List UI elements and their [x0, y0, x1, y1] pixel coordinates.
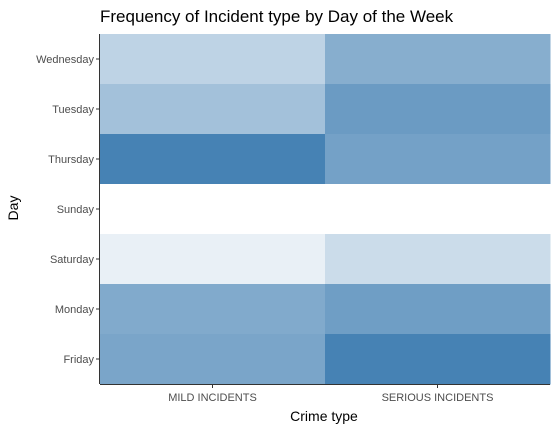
heatmap-cell-saturday-serious-incidents: [325, 234, 551, 285]
heatmap-cell-thursday-serious-incidents: [325, 134, 551, 185]
heatmap-cell-thursday-mild-incidents: [100, 134, 326, 185]
heatmap-cell-sunday-serious-incidents: [325, 184, 551, 235]
x-axis-title: Crime type: [290, 408, 358, 424]
heatmap-cell-friday-serious-incidents: [325, 334, 551, 385]
y-tick-label-thursday: Thursday: [48, 154, 94, 166]
heatmap-cells: [100, 34, 551, 385]
y-tick-label-monday: Monday: [55, 304, 95, 316]
heatmap-cell-tuesday-serious-incidents: [325, 84, 551, 135]
y-tick-label-friday: Friday: [63, 354, 94, 366]
heatmap-cell-wednesday-mild-incidents: [100, 34, 326, 85]
y-axis-title: Day: [5, 196, 21, 221]
heatmap-cell-friday-mild-incidents: [100, 334, 326, 385]
y-tick-label-sunday: Sunday: [57, 204, 95, 216]
chart-title: Frequency of Incident type by Day of the…: [100, 7, 454, 26]
y-tick-label-wednesday: Wednesday: [36, 54, 94, 66]
heatmap-cell-monday-mild-incidents: [100, 284, 326, 335]
x-tick-label-serious-incidents: SERIOUS INCIDENTS: [382, 392, 494, 404]
x-axis-ticks: MILD INCIDENTS SERIOUS INCIDENTS: [168, 384, 494, 404]
x-tick-label-mild-incidents: MILD INCIDENTS: [168, 392, 257, 404]
y-axis-ticks: Wednesday Tuesday Thursday Sunday Saturday Mo…: [36, 54, 100, 366]
y-tick-label-saturday: Saturday: [50, 254, 95, 266]
heatmap-cell-saturday-mild-incidents: [100, 234, 326, 285]
heatmap-cell-monday-serious-incidents: [325, 284, 551, 335]
heatmap-cell-tuesday-mild-incidents: [100, 84, 326, 135]
y-tick-label-tuesday: Tuesday: [52, 104, 94, 116]
heatmap-cell-wednesday-serious-incidents: [325, 34, 551, 85]
heatmap-cell-sunday-mild-incidents: [100, 184, 326, 235]
